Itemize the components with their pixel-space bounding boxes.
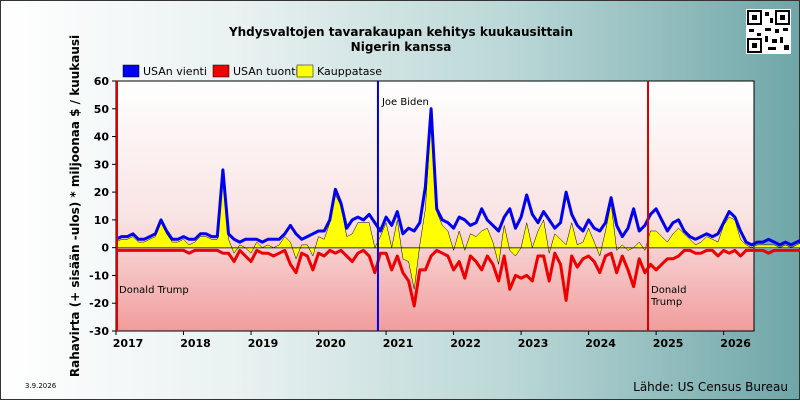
- chart-subtitle: Nigerin kanssa: [351, 40, 452, 54]
- footer-date: 3.9.2026: [25, 382, 57, 390]
- y-axis: -30 -20 -10 0 10 20 30 40 50 60: [89, 75, 116, 338]
- y-axis-label: Rahavirta (+ sisään -ulos) * miljoonaa $…: [68, 35, 82, 377]
- x-tick-label: 2025: [653, 337, 684, 350]
- x-tick-label: 2024: [585, 337, 616, 350]
- legend: USAn vienti USAn tuonti Kauppatase: [122, 64, 382, 78]
- x-tick-label: 2023: [518, 337, 549, 350]
- x-tick-label: 2019: [248, 337, 279, 350]
- x-tick-label: 2022: [450, 337, 481, 350]
- legend-label-balance: Kauppatase: [317, 65, 382, 78]
- y-tick-label: -20: [89, 297, 109, 310]
- annotation-trump-2025: Donald Trump: [650, 285, 686, 308]
- legend-swatch-import: [212, 64, 230, 78]
- y-tick-label: -10: [89, 269, 109, 282]
- legend-label-import: USAn tuonti: [233, 65, 299, 78]
- x-tick-label: 2018: [180, 337, 211, 350]
- y-tick-label: 60: [94, 75, 110, 88]
- annotations: Donald Trump Joe Biden Donald Trump: [116, 81, 686, 331]
- series-export-line: [115, 107, 800, 247]
- legend-swatch-export: [122, 64, 140, 78]
- series-balance-area: [115, 117, 800, 290]
- y-tick-label: 50: [94, 103, 110, 116]
- series-import-line: [116, 248, 800, 308]
- legend-label-export: USAn vienti: [143, 65, 207, 78]
- annotation-biden: Joe Biden: [381, 97, 429, 108]
- footer-source: Lähde: US Census Bureau: [633, 380, 788, 394]
- legend-swatch-balance: [296, 64, 314, 78]
- y-tick-label: -30: [89, 325, 109, 338]
- series-layer: [115, 107, 800, 308]
- x-tick-label: 2021: [383, 337, 414, 350]
- x-tick-label: 2017: [113, 337, 144, 350]
- x-axis: 2017 2018 2019 2020 2021 2022 2023 2024 2025 2026: [113, 331, 751, 350]
- y-tick-label: 20: [94, 186, 110, 199]
- x-tick-label: 2026: [720, 337, 751, 350]
- y-tick-label: 30: [94, 158, 110, 171]
- x-tick-label: 2020: [315, 337, 346, 350]
- qr-code-icon: [746, 9, 791, 54]
- chart-title: Yhdysvaltojen tavarakaupan kehitys kuuka…: [228, 25, 573, 39]
- y-tick-label: 40: [94, 131, 110, 144]
- y-tick-label: 10: [94, 214, 110, 227]
- y-tick-label: 0: [101, 242, 109, 255]
- annotation-trump-2017: Donald Trump: [119, 285, 189, 296]
